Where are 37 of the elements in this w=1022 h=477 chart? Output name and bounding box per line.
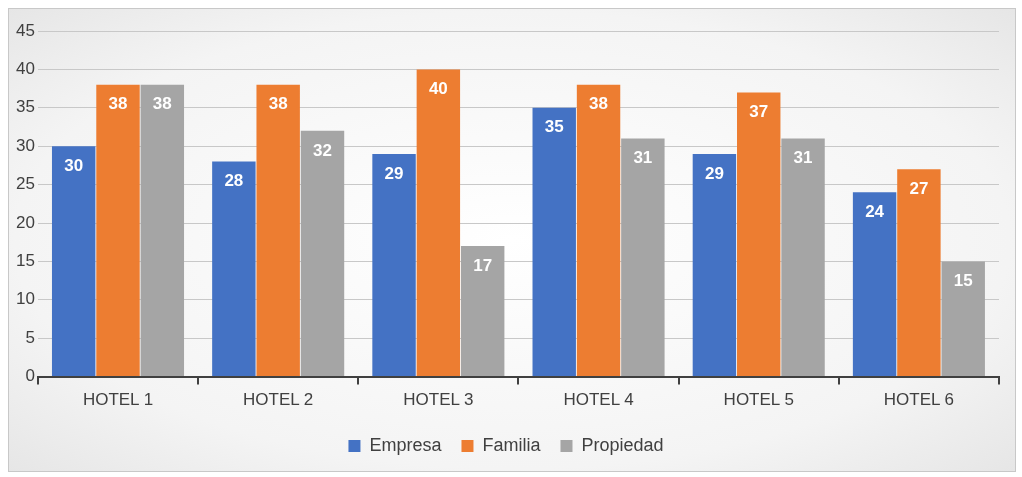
data-label: 29: [384, 163, 404, 183]
x-tick-label: HOTEL 1: [82, 390, 154, 410]
x-tick-label: HOTEL 2: [243, 390, 314, 410]
x-tick-label: HOTEL 6: [883, 390, 955, 410]
data-label: 38: [589, 94, 609, 114]
data-label: 27: [909, 178, 929, 198]
data-label: 28: [224, 171, 244, 191]
y-tick-label: 30: [15, 135, 35, 155]
data-label: 17: [473, 255, 493, 275]
data-label: 37: [749, 102, 769, 122]
y-tick-label: 0: [25, 366, 35, 386]
data-label: 15: [953, 271, 973, 291]
legend-label: Familia: [482, 434, 542, 455]
data-label: 31: [633, 148, 653, 168]
data-label: 31: [793, 148, 813, 168]
data-label: 38: [108, 94, 128, 114]
y-tick-label: 45: [15, 20, 35, 40]
data-label: 32: [313, 140, 332, 160]
x-tick-label: HOTEL 3: [403, 390, 474, 410]
x-tick-label: HOTEL 5: [723, 390, 794, 410]
data-label: 24: [865, 201, 885, 221]
y-tick-label: 5: [25, 327, 35, 347]
y-tick-label: 40: [15, 59, 35, 79]
data-label: 40: [428, 79, 448, 99]
data-label: 38: [152, 94, 172, 114]
y-tick-label: 25: [15, 174, 35, 194]
legend-label: Empresa: [369, 434, 443, 455]
y-tick-label: 15: [15, 251, 35, 271]
data-label: 38: [268, 94, 288, 114]
x-tick-label: HOTEL 4: [563, 390, 634, 410]
legend-label: Propiedad: [581, 434, 664, 455]
y-tick-label: 35: [15, 97, 35, 117]
data-label: 29: [704, 163, 724, 183]
data-label: 30: [64, 155, 84, 175]
y-tick-label: 20: [15, 212, 35, 232]
data-label: 35: [544, 117, 564, 137]
y-tick-label: 10: [15, 289, 35, 309]
